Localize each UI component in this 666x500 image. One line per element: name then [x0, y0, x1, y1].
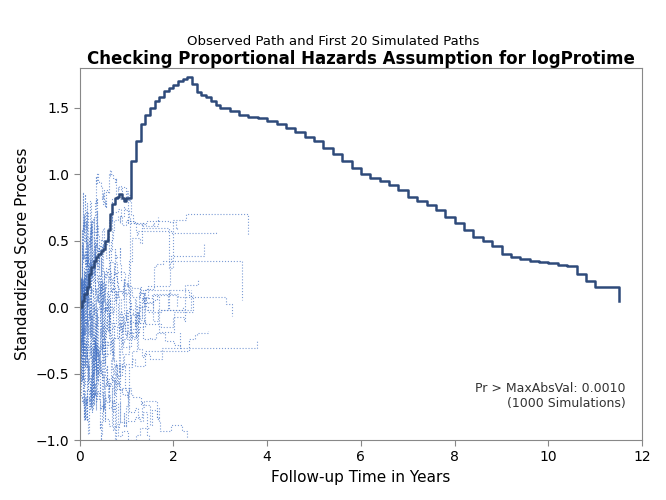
Y-axis label: Standardized Score Process: Standardized Score Process [15, 148, 30, 360]
Title: Checking Proportional Hazards Assumption for logProtime: Checking Proportional Hazards Assumption… [87, 50, 635, 68]
Text: Observed Path and First 20 Simulated Paths: Observed Path and First 20 Simulated Pat… [186, 35, 480, 48]
Text: Pr > MaxAbsVal: 0.0010
(1000 Simulations): Pr > MaxAbsVal: 0.0010 (1000 Simulations… [475, 382, 625, 410]
X-axis label: Follow-up Time in Years: Follow-up Time in Years [271, 470, 451, 485]
